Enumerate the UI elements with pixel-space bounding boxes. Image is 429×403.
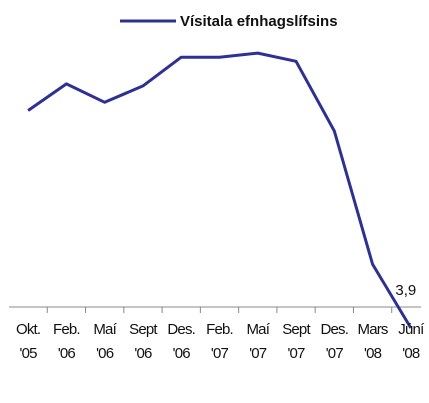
x-tick-label: Des. '07: [320, 321, 349, 362]
x-tick-label: Okt. '05: [15, 321, 41, 362]
x-tick-label: Sept '06: [129, 321, 157, 362]
data-label: 3,9: [395, 282, 416, 299]
x-tick-label: Feb. '06: [52, 321, 81, 362]
x-tick-label: Júní '08: [398, 321, 424, 362]
line: [27, 51, 413, 329]
x-tick-label: Feb. '07: [206, 321, 234, 362]
x-tick-label: Des. '06: [167, 321, 196, 362]
legend-label: Vísitala efnhagslífsins: [180, 13, 338, 30]
x-tick-label: Maí '07: [246, 321, 270, 362]
x-tick-label: Sept '07: [282, 321, 310, 362]
x-tick-label: Maí '06: [93, 321, 116, 362]
x-tick-label: Mars '08: [357, 321, 389, 362]
